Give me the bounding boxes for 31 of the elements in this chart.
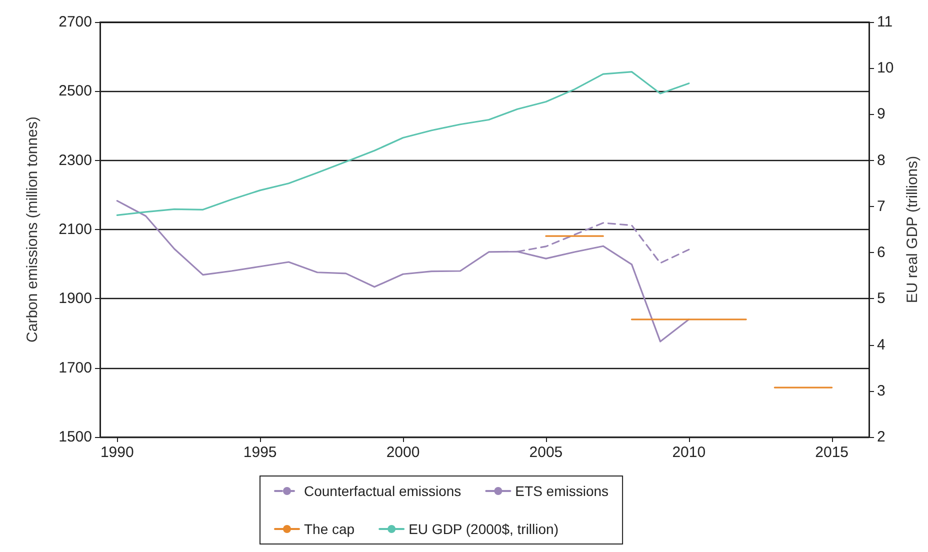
legend-label: EU GDP (2000$, trillion) (408, 521, 559, 537)
y2-axis-title: EU real GDP (trillions) (904, 156, 921, 304)
y-tick-label: 2700 (58, 14, 92, 30)
legend-label: ETS emissions (515, 483, 609, 499)
y2-tick-label: 11 (877, 14, 893, 30)
y2-tick-label: 4 (877, 336, 886, 354)
y2-tick-label: 7 (877, 198, 886, 215)
y2-tick-label: 6 (877, 244, 886, 262)
x-tick-label: 2005 (529, 444, 563, 461)
y-tick-label: 2500 (58, 82, 92, 100)
y-tick-label: 1700 (58, 359, 92, 376)
y-axis-title: Carbon emissions (million tonnes) (24, 116, 41, 342)
y2-tick-label: 2 (877, 428, 886, 446)
x-tick-label: 2010 (672, 444, 706, 461)
x-tick-label: 1995 (243, 444, 277, 461)
y-tick-label: 2100 (58, 221, 92, 238)
y2-tick-label: 9 (877, 106, 886, 123)
y-tick-label: 1500 (58, 428, 92, 446)
x-tick-label: 2015 (815, 444, 849, 461)
y2-tick-label: 8 (877, 152, 886, 169)
x-tick-label: 1990 (100, 444, 134, 461)
y-tick-label: 2300 (58, 152, 92, 169)
y2-tick-label: 10 (877, 60, 894, 77)
line-series (116, 200, 690, 342)
legend-label: Counterfactual emissions (304, 483, 462, 499)
y2-tick-label: 5 (877, 290, 886, 308)
line-series (116, 71, 690, 216)
x-tick-label: 2000 (386, 444, 420, 461)
y2-tick-label: 3 (877, 382, 886, 400)
legend-label: The cap (304, 521, 355, 537)
y-tick-label: 1900 (58, 290, 92, 308)
